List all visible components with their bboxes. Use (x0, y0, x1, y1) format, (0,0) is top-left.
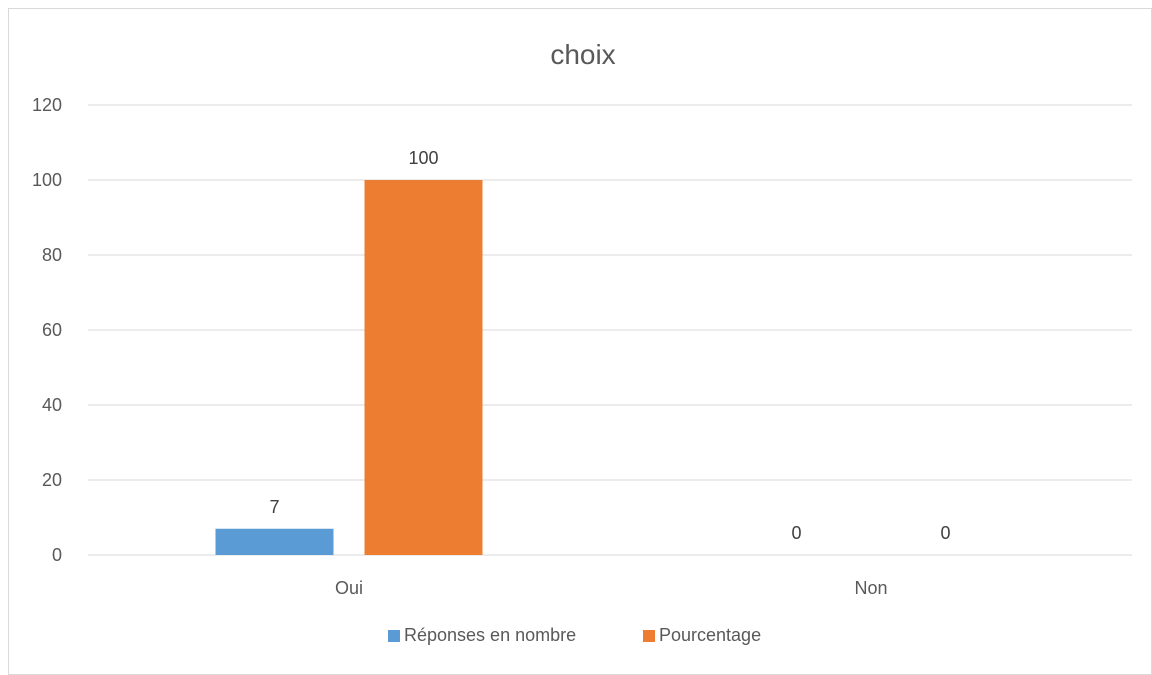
y-tick-label: 20 (42, 470, 62, 490)
chart-title: choix (550, 39, 615, 70)
y-tick-label: 40 (42, 395, 62, 415)
y-tick-label: 60 (42, 320, 62, 340)
legend-swatch (388, 630, 400, 642)
y-axis-tick-labels: 0 20 40 60 80 100 120 (32, 95, 62, 565)
data-label: 7 (269, 497, 279, 517)
bar (215, 528, 334, 555)
data-label: 100 (408, 148, 438, 168)
legend-label: Réponses en nombre (404, 625, 576, 645)
gridlines (88, 104, 1132, 556)
y-tick-label: 100 (32, 170, 62, 190)
x-axis-tick-labels: Oui Non (335, 578, 888, 598)
x-tick-label: Non (854, 578, 887, 598)
data-label: 0 (940, 523, 950, 543)
legend-label: Pourcentage (659, 625, 761, 645)
bars (215, 180, 483, 555)
y-tick-label: 0 (52, 545, 62, 565)
y-tick-label: 80 (42, 245, 62, 265)
bar (364, 180, 483, 555)
data-label: 0 (791, 523, 801, 543)
x-tick-label: Oui (335, 578, 363, 598)
legend: Réponses en nombre Pourcentage (388, 625, 761, 645)
chart-frame (8, 8, 1152, 675)
y-tick-label: 120 (32, 95, 62, 115)
data-labels: 7 100 0 0 (269, 148, 950, 543)
legend-swatch (643, 630, 655, 642)
